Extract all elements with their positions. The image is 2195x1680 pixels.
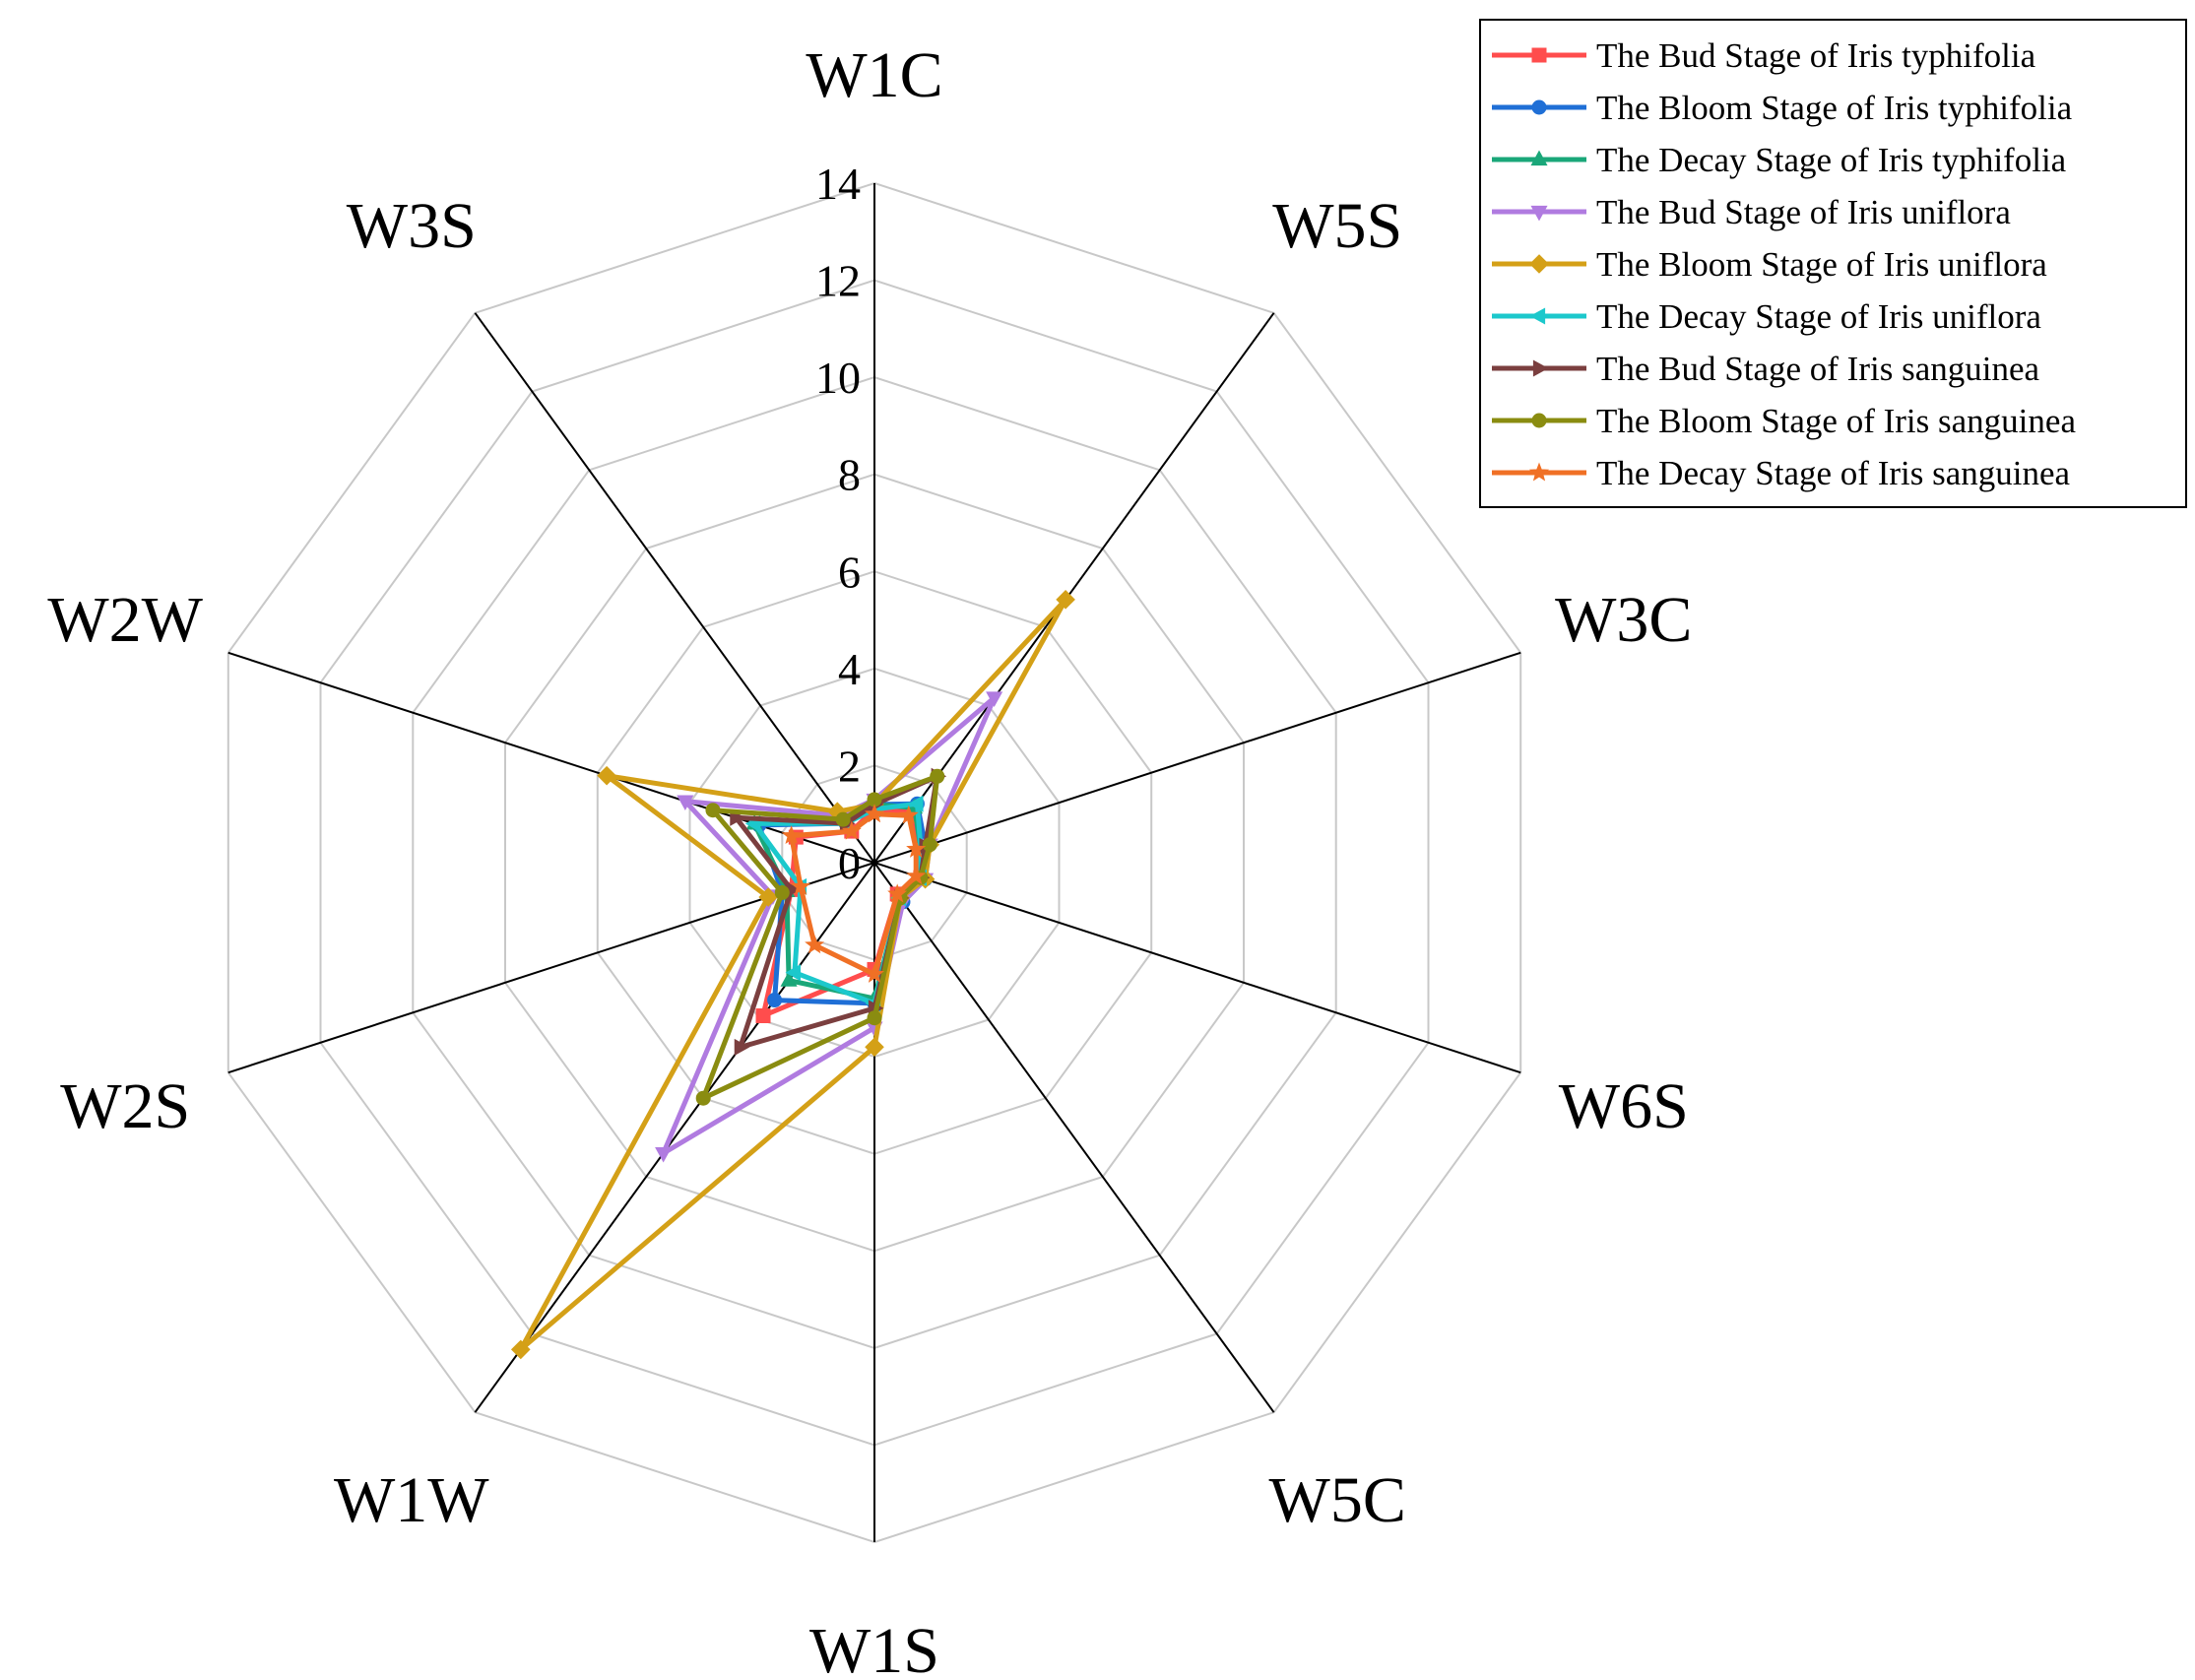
axis-label: W1W <box>334 1464 489 1536</box>
axis-line <box>227 651 875 864</box>
data-point <box>755 1008 771 1024</box>
legend-label: The Bud Stage of Iris uniflora <box>1596 193 2011 231</box>
legend-item: The Decay Stage of Iris sanguinea <box>1492 454 2071 492</box>
legend-item: The Bloom Stage of Iris typhifolia <box>1492 89 2073 127</box>
tick-label: 10 <box>815 353 861 403</box>
axis-label: W5C <box>1269 1464 1406 1536</box>
tick-label: 2 <box>838 741 861 791</box>
legend: The Bud Stage of Iris typhifolia The Bloo… <box>1479 19 2187 508</box>
axis-line <box>474 312 875 864</box>
legend-box <box>1479 19 2187 508</box>
legend-label: The Bud Stage of Iris sanguinea <box>1596 350 2039 388</box>
data-point <box>805 935 825 954</box>
legend-marker <box>1529 307 1546 325</box>
data-point <box>887 883 908 903</box>
axis-label: W3S <box>347 190 477 262</box>
data-point <box>835 811 851 827</box>
data-point <box>655 1146 673 1163</box>
axis-label: W2W <box>47 584 203 656</box>
series-9 <box>781 804 927 983</box>
data-point <box>864 963 885 983</box>
legend-label: The Decay Stage of Iris typhifolia <box>1596 141 2067 179</box>
data-point <box>767 993 783 1008</box>
axis-line <box>474 862 875 1413</box>
legend-item: The Bloom Stage of Iris sanguinea <box>1492 402 2076 440</box>
data-point <box>781 825 802 845</box>
legend-label: The Bloom Stage of Iris sanguinea <box>1596 402 2076 440</box>
legend-label: The Bloom Stage of Iris typhifolia <box>1596 89 2073 127</box>
legend-label: The Decay Stage of Iris sanguinea <box>1596 454 2071 492</box>
axis-line <box>873 651 1521 864</box>
axis-label: W2S <box>60 1070 190 1142</box>
data-point <box>705 803 721 818</box>
data-point <box>774 884 790 900</box>
data-point <box>677 795 694 810</box>
data-point <box>986 691 1003 707</box>
legend-item: The Decay Stage of Iris typhifolia <box>1492 141 2067 179</box>
axis-label: W1C <box>806 39 942 111</box>
legend-label: The Bloom Stage of Iris uniflora <box>1596 245 2047 284</box>
axis-label: W1S <box>809 1615 939 1680</box>
data-point <box>906 866 927 885</box>
data-point <box>695 1090 711 1106</box>
tick-label: 12 <box>815 256 861 306</box>
tick-label: 14 <box>815 159 861 209</box>
data-point <box>865 1037 884 1058</box>
data-point <box>597 765 616 786</box>
legend-marker <box>1531 47 1547 63</box>
tick-label: 0 <box>838 838 861 888</box>
data-point <box>841 820 862 840</box>
legend-marker <box>1528 462 1550 482</box>
axis-line <box>873 862 1275 1413</box>
legend-marker <box>1531 413 1547 428</box>
radar-series <box>510 590 1075 1360</box>
data-point <box>780 971 798 987</box>
legend-marker <box>1531 99 1547 115</box>
data-point <box>734 1038 750 1056</box>
tick-label: 8 <box>838 450 861 500</box>
series-8 <box>695 768 945 1106</box>
legend-item: The Decay Stage of Iris uniflora <box>1492 297 2041 336</box>
data-point <box>908 795 924 812</box>
legend-item: The Bud Stage of Iris typhifolia <box>1492 36 2036 75</box>
legend-item: The Bloom Stage of Iris uniflora <box>1492 245 2047 284</box>
legend-label: The Bud Stage of Iris typhifolia <box>1596 36 2036 75</box>
legend-item: The Bud Stage of Iris uniflora <box>1492 193 2011 231</box>
data-point <box>1056 590 1075 610</box>
legend-marker <box>1530 205 1548 222</box>
legend-marker <box>1530 150 1548 166</box>
data-point <box>898 805 919 824</box>
data-point <box>867 1010 882 1026</box>
legend-item: The Bud Stage of Iris sanguinea <box>1492 350 2039 388</box>
data-point <box>790 875 811 895</box>
data-point <box>510 1339 531 1360</box>
data-point <box>864 804 885 823</box>
radar-labels: W1C W5S W3C W6S W5C W1S W1W W2S W2W W3S 0 2 4 6 8 10 12 1… <box>47 39 1692 1680</box>
axis-label: W3C <box>1555 584 1692 656</box>
legend-label: The Decay Stage of Iris uniflora <box>1596 297 2041 336</box>
tick-label: 6 <box>838 547 861 597</box>
data-point <box>930 768 945 784</box>
legend-marker <box>1532 359 1549 377</box>
axis-label: W5S <box>1272 190 1402 262</box>
tick-label: 4 <box>838 644 861 694</box>
axis-line <box>873 862 1521 1074</box>
axis-label: W6S <box>1559 1070 1689 1142</box>
data-point <box>906 838 927 858</box>
data-point <box>922 837 937 853</box>
legend-marker <box>1529 254 1549 274</box>
data-point <box>785 964 801 982</box>
data-point <box>758 887 778 907</box>
radar-grid <box>226 181 1522 1544</box>
